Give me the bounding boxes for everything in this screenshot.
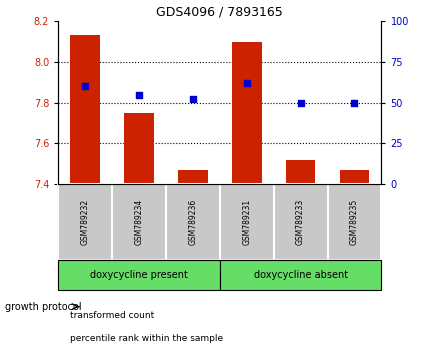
Bar [58, 184, 112, 260]
Point [189, 97, 196, 102]
Point [297, 100, 304, 105]
Bar [124, 113, 154, 184]
Bar [178, 170, 207, 184]
Bar [70, 35, 100, 184]
Text: doxycycline absent: doxycycline absent [253, 270, 347, 280]
Text: GSM789232: GSM789232 [80, 199, 89, 245]
Text: doxycycline present: doxycycline present [90, 270, 187, 280]
Title: GDS4096 / 7893165: GDS4096 / 7893165 [156, 6, 283, 19]
Point [82, 84, 89, 89]
Text: GSM789236: GSM789236 [188, 199, 197, 245]
Bar [219, 260, 381, 290]
Bar [219, 184, 273, 260]
Point [135, 92, 142, 97]
Text: percentile rank within the sample: percentile rank within the sample [70, 334, 223, 343]
Bar [112, 184, 166, 260]
Text: transformed count: transformed count [70, 311, 154, 320]
Text: growth protocol: growth protocol [5, 302, 81, 312]
Text: GSM789231: GSM789231 [242, 199, 251, 245]
Bar [327, 184, 381, 260]
Point [350, 100, 357, 105]
Text: GSM789233: GSM789233 [295, 199, 304, 245]
Point [243, 80, 249, 86]
Bar [58, 260, 219, 290]
Bar [285, 160, 315, 184]
Bar [273, 184, 327, 260]
Bar [339, 170, 369, 184]
Bar [231, 41, 261, 184]
Text: GSM789234: GSM789234 [134, 199, 143, 245]
Bar [166, 184, 219, 260]
Text: GSM789235: GSM789235 [349, 199, 358, 245]
